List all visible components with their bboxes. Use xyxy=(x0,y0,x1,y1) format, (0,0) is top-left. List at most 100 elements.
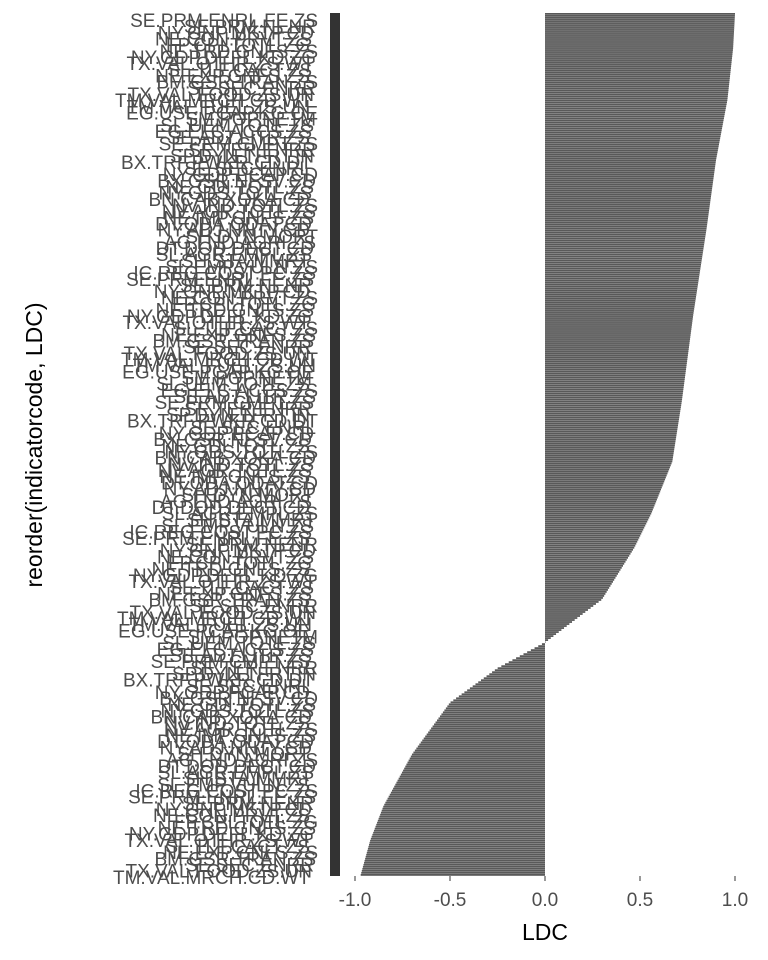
bar xyxy=(545,77,730,80)
bar xyxy=(545,71,731,74)
bar xyxy=(545,131,722,134)
category-tick-label: DT.DOD.DECT.CD xyxy=(152,498,310,519)
bar xyxy=(512,659,545,662)
bar xyxy=(545,229,707,232)
bar xyxy=(545,510,653,513)
category-tick-label: SH.STA.MMRT xyxy=(183,769,313,790)
bar xyxy=(545,45,734,47)
bar xyxy=(545,19,735,21)
bar xyxy=(545,283,698,286)
bar xyxy=(497,667,545,670)
bar xyxy=(545,564,623,567)
bar xyxy=(545,243,705,246)
category-tick-label: TM.VAL.MRCH.CD.WT xyxy=(117,609,314,630)
category-tick-label: NE.CON.PRVT.ZS xyxy=(161,288,318,309)
bar xyxy=(545,408,681,411)
bar xyxy=(545,139,720,142)
bar xyxy=(400,773,545,776)
category-tick-label: NV.IND.TOTL.ZS xyxy=(168,455,314,476)
bar xyxy=(545,580,613,583)
bar xyxy=(545,502,656,505)
bar xyxy=(545,95,728,98)
bar xyxy=(545,75,731,78)
category-tick-label: DT.ODA.ODAT.CD xyxy=(157,732,314,753)
bar xyxy=(428,731,545,734)
bar xyxy=(545,127,723,130)
bar xyxy=(545,617,578,619)
bar xyxy=(545,486,662,489)
bar xyxy=(545,480,665,483)
bar xyxy=(545,225,707,228)
bar xyxy=(545,558,627,561)
bar xyxy=(545,406,681,409)
bar xyxy=(523,653,545,656)
category-tick-label: NY.GDP.PCAP.CD xyxy=(163,165,318,186)
bar xyxy=(369,843,545,846)
bar xyxy=(545,492,660,495)
bar xyxy=(545,424,679,427)
category-tick-label: NE.GDI.TOTL.ZS xyxy=(165,177,314,198)
bar xyxy=(434,723,545,726)
bar xyxy=(367,847,545,850)
bar xyxy=(444,709,545,712)
bar xyxy=(545,312,694,314)
bar xyxy=(545,593,606,595)
bar xyxy=(545,591,607,593)
bar xyxy=(489,673,545,676)
bar xyxy=(545,41,734,43)
bar xyxy=(407,761,545,764)
bar xyxy=(545,287,698,290)
bar xyxy=(545,91,729,94)
bar xyxy=(545,450,674,453)
bar xyxy=(545,15,735,17)
bar xyxy=(545,163,716,166)
bar xyxy=(545,267,701,270)
category-tick-label: NY.GDP.PCAP.CD xyxy=(159,424,314,445)
bar xyxy=(545,352,689,354)
bar xyxy=(545,183,713,186)
bar xyxy=(545,532,642,535)
bar xyxy=(545,147,719,150)
bar xyxy=(545,302,696,304)
bar xyxy=(530,649,545,652)
category-tick-label: FP.CPI.TOTL.ZG xyxy=(166,36,310,57)
bars xyxy=(360,13,735,876)
bar xyxy=(368,845,545,848)
bar xyxy=(545,522,647,525)
bar xyxy=(545,105,727,108)
bar xyxy=(419,743,545,746)
bar xyxy=(545,151,718,154)
category-tick-label: SE.SEC.ENRR xyxy=(183,338,312,359)
category-tick-label: TM.VAL.MRCH.CD.WT xyxy=(121,350,318,371)
bar xyxy=(545,47,734,49)
bar xyxy=(545,599,602,601)
bar xyxy=(545,633,557,635)
bar xyxy=(545,107,726,110)
bar xyxy=(545,524,646,527)
bar xyxy=(545,153,718,156)
bar xyxy=(545,209,710,212)
category-tick-label: AG.LND.AGRI.ZS xyxy=(164,233,316,254)
bar xyxy=(483,677,545,680)
bar xyxy=(545,304,695,306)
bar xyxy=(545,119,724,122)
category-tick-label: NE.TRD.GNFS.ZS xyxy=(160,42,318,63)
bar xyxy=(386,799,545,802)
bar xyxy=(545,360,688,363)
bar xyxy=(481,679,545,682)
bar xyxy=(545,374,686,377)
bar xyxy=(545,468,670,471)
bar xyxy=(545,322,693,324)
bar xyxy=(545,426,678,429)
bar xyxy=(545,412,680,415)
category-tick-label: SL.EMP.VULN.ZS xyxy=(165,258,318,279)
category-tick-label: SE.SEC.ENRL xyxy=(184,159,310,180)
bar xyxy=(385,801,545,804)
bar xyxy=(492,671,545,674)
category-tick-label: SE.ADT.LITR.ZS xyxy=(169,646,312,667)
category-tick-label: SE.TER.ENRR xyxy=(184,399,312,420)
bar xyxy=(545,189,712,192)
bar xyxy=(367,849,545,852)
category-tick-label: EG.USE.PCAP.KG.OE xyxy=(122,362,314,383)
category-tick-label: TX.VAL.FOOD.ZS.UN xyxy=(125,862,312,883)
